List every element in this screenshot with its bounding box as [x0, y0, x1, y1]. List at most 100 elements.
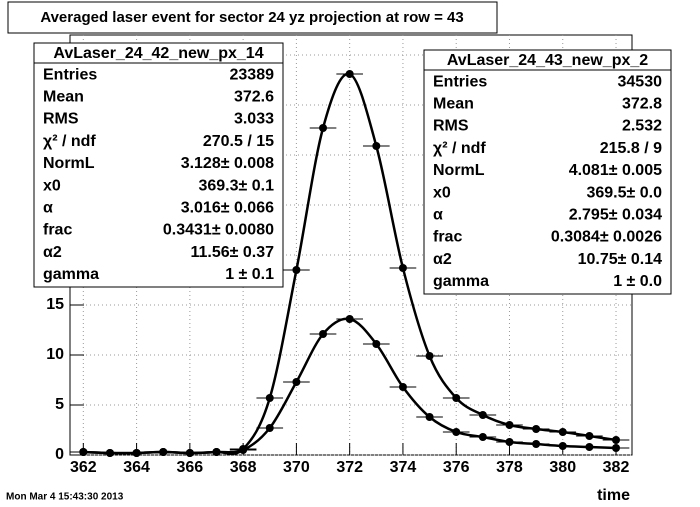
data-point: [319, 330, 328, 338]
data-point: [585, 432, 594, 440]
stats-value: 3.128± 0.008: [181, 155, 274, 172]
x-tick-label: 370: [283, 459, 310, 476]
x-tick-label: 374: [390, 459, 417, 476]
stats-label: gamma: [43, 266, 99, 283]
data-point: [612, 436, 621, 444]
stats-value: 0.3431± 0.0080: [163, 222, 274, 239]
data-point: [292, 378, 301, 386]
x-tick-label: 368: [230, 459, 257, 476]
data-point: [398, 383, 407, 391]
data-point: [558, 428, 567, 436]
data-point: [612, 444, 621, 452]
stats-box: [33, 42, 284, 288]
stats-value: 4.081± 0.005: [569, 162, 662, 179]
overlays: AvLaser_24_42_new_px_14 Entries 23389 Mean 3…: [33, 42, 672, 295]
stats-label: α2: [43, 244, 62, 261]
x-tick-label: 362: [70, 459, 97, 476]
data-point: [505, 438, 514, 446]
stats-value: 215.8 / 9: [600, 140, 662, 157]
stats-box: [423, 49, 672, 295]
data-point: [319, 124, 328, 132]
stats-value: 3.033: [234, 111, 274, 128]
stats-value: 270.5 / 15: [203, 133, 274, 150]
stats-label: Entries: [433, 73, 487, 90]
data-point: [79, 448, 88, 456]
stats-value: 369.3± 0.1: [198, 177, 274, 194]
stats-label: RMS: [433, 118, 469, 135]
stats-value: 10.75± 0.14: [578, 251, 663, 268]
stats-value: 23389: [230, 66, 275, 83]
data-point: [532, 425, 541, 433]
data-point: [532, 440, 541, 448]
stats-value: 0.3084± 0.0026: [551, 229, 662, 246]
stats-label: frac: [433, 229, 462, 246]
stats-value: 11.56± 0.37: [190, 244, 274, 261]
stats-value: 34530: [618, 73, 663, 90]
data-point: [345, 315, 354, 323]
data-point: [265, 394, 274, 402]
stats-value: 1 ± 0.0: [613, 273, 662, 290]
data-point: [372, 142, 381, 150]
data-point: [452, 428, 461, 436]
data-point: [585, 443, 594, 451]
stats-label: NormL: [433, 162, 485, 179]
y-tick-label: 0: [55, 446, 64, 463]
data-point: [425, 352, 434, 360]
data-point: [505, 421, 514, 429]
x-tick-label: 366: [177, 459, 204, 476]
stats-label: gamma: [433, 273, 489, 290]
data-point: [425, 413, 434, 421]
stats-label: Mean: [43, 89, 84, 106]
x-tick-label: 378: [496, 459, 523, 476]
data-point: [212, 448, 221, 456]
stats-value: 2.532: [622, 118, 662, 135]
stats-label: RMS: [43, 111, 79, 128]
stats-title: AvLaser_24_42_new_px_14: [53, 45, 263, 62]
stats-value: 3.016± 0.066: [181, 200, 274, 217]
data-point: [372, 340, 381, 348]
data-point: [105, 449, 114, 457]
data-point: [478, 433, 487, 441]
stats-label: x0: [433, 184, 451, 201]
stats-label: x0: [43, 177, 61, 194]
data-point: [132, 449, 141, 457]
stats-label: frac: [43, 222, 72, 239]
stats-label: NormL: [43, 155, 95, 172]
stats-label: α2: [433, 251, 452, 268]
stats-value: 372.8: [622, 96, 662, 113]
x-tick-label: 372: [336, 459, 363, 476]
stats-label: χ² / ndf: [43, 133, 96, 150]
y-tick-label: 15: [46, 296, 64, 313]
title-box: [7, 1, 498, 34]
stats-label: χ² / ndf: [433, 140, 486, 157]
data-point: [159, 448, 168, 456]
data-point: [345, 70, 354, 78]
x-tick-label: 382: [603, 459, 630, 476]
chart-title: Averaged laser event for sector 24 yz pr…: [40, 9, 463, 26]
stats-value: 372.6: [234, 89, 274, 106]
data-point: [452, 394, 461, 402]
y-tick-label: 10: [46, 346, 64, 363]
data-point: [398, 264, 407, 272]
stats-label: Mean: [433, 96, 474, 113]
stats-value: 369.5± 0.0: [586, 184, 662, 201]
stats-title: AvLaser_24_43_new_px_2: [447, 52, 648, 69]
data-point: [478, 411, 487, 419]
timestamp: Mon Mar 4 15:43:30 2013: [6, 492, 124, 503]
data-point: [239, 445, 248, 453]
stats-value: 1 ± 0.1: [225, 266, 274, 283]
y-tick-label: 5: [55, 396, 64, 413]
stats-label: α: [433, 207, 443, 224]
x-tick-label: 376: [443, 459, 470, 476]
x-tick-label: 380: [549, 459, 576, 476]
data-point: [265, 424, 274, 432]
x-axis-label: time: [597, 487, 630, 504]
data-point: [185, 449, 194, 457]
data-point: [292, 266, 301, 274]
stats-label: α: [43, 200, 53, 217]
x-tick-label: 364: [123, 459, 150, 476]
stats-value: 2.795± 0.034: [569, 207, 662, 224]
stats-label: Entries: [43, 66, 97, 83]
